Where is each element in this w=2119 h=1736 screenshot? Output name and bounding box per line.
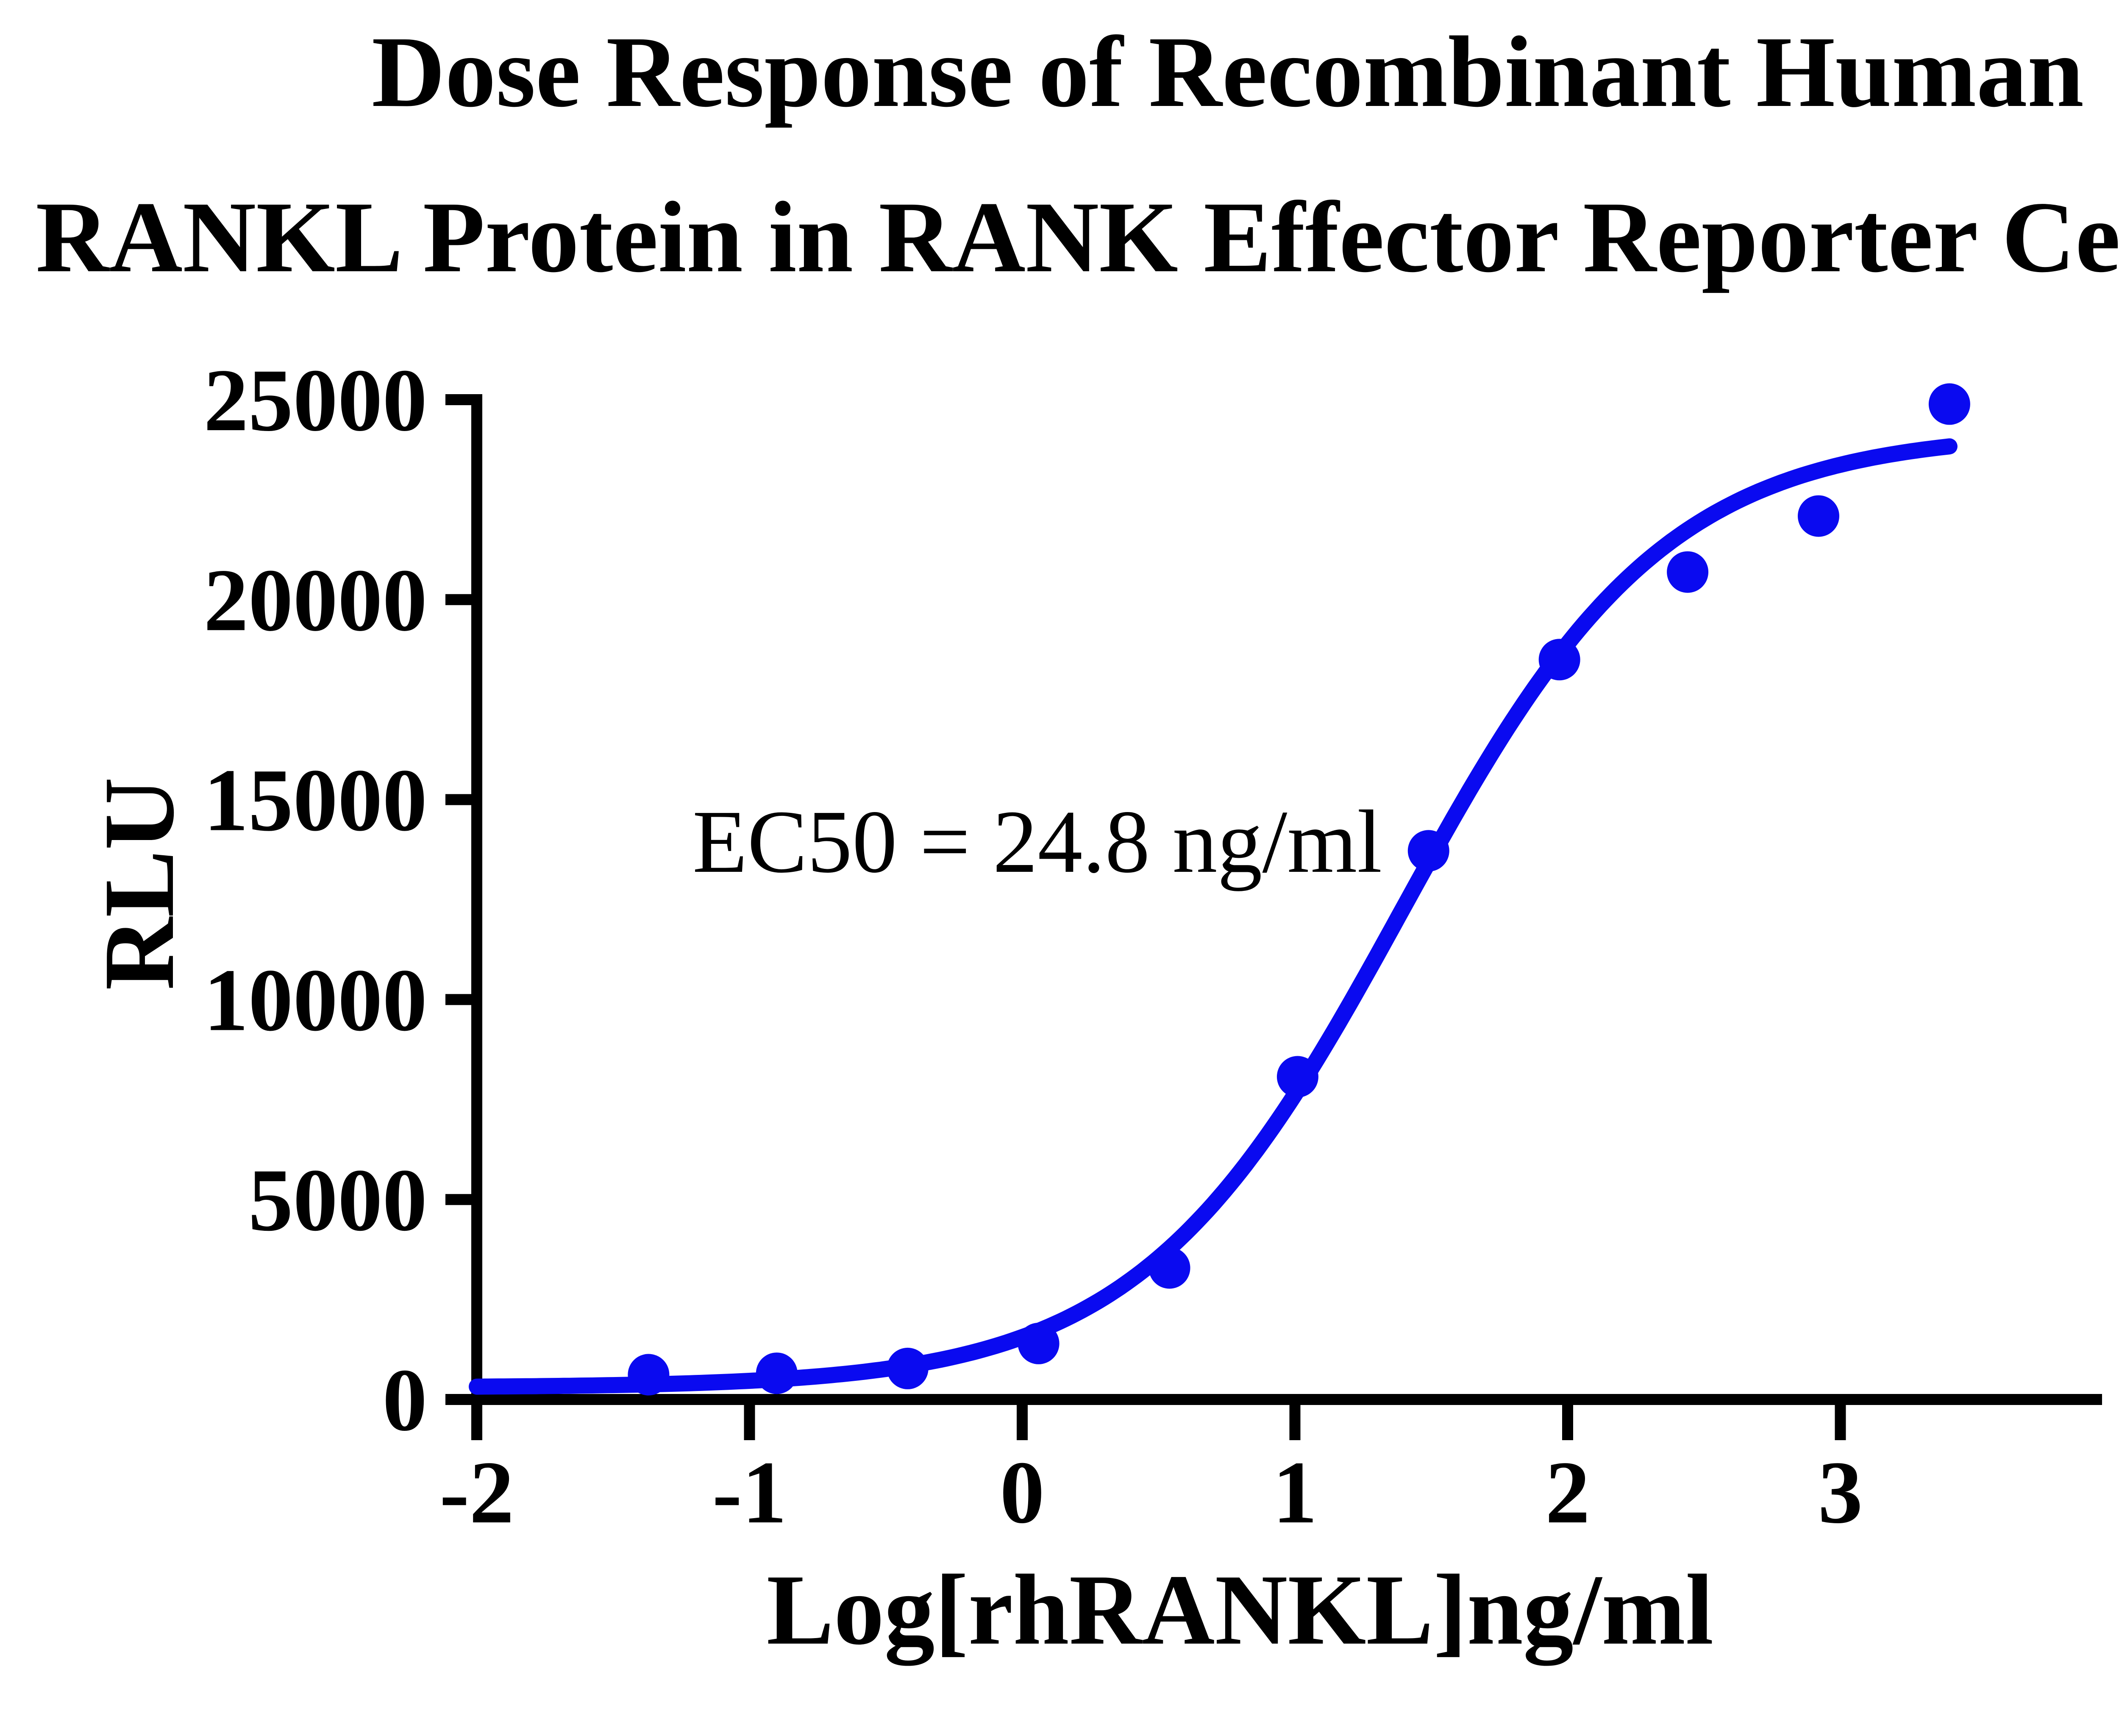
data-point xyxy=(628,1354,670,1396)
data-points-series xyxy=(628,383,1970,1396)
fit-curve xyxy=(469,438,1958,1395)
data-point xyxy=(1148,1247,1190,1289)
x-tick-label: 1 xyxy=(1273,1443,1318,1542)
y-tick-label: 20000 xyxy=(204,551,428,650)
x-axis-label: Log[rhRANKL]ng/ml xyxy=(767,1554,1714,1666)
y-tick-label: 0 xyxy=(383,1350,428,1449)
x-tick-label: 0 xyxy=(1000,1443,1045,1542)
chart-title-line2: RANKL Protein in RANK Effector Reporter … xyxy=(36,181,2119,293)
y-tick-label: 15000 xyxy=(204,751,428,850)
data-point xyxy=(1667,551,1709,593)
data-point xyxy=(1798,495,1839,537)
ec50-annotation: EC50 = 24.8 ng/ml xyxy=(692,792,1382,891)
data-point xyxy=(887,1347,929,1389)
data-point xyxy=(1276,1056,1318,1098)
x-tick-labels: -2 -1 0 1 2 3 xyxy=(439,1443,1863,1542)
x-tick-label: -1 xyxy=(712,1443,787,1542)
chart-title-line1: Dose Response of Recombinant Human xyxy=(372,15,2084,128)
y-tick-label: 25000 xyxy=(204,351,428,450)
y-tick-label: 5000 xyxy=(248,1150,427,1249)
axes xyxy=(445,394,2102,1440)
data-point xyxy=(756,1352,798,1394)
x-tick-label: -2 xyxy=(439,1443,514,1542)
y-axis-label: RLU xyxy=(83,777,195,990)
y-tick-labels: 0 5000 10000 15000 20000 25000 xyxy=(204,351,428,1449)
data-point xyxy=(1928,383,1970,425)
y-tick-label: 10000 xyxy=(204,950,428,1049)
data-point xyxy=(1407,830,1449,872)
data-point xyxy=(1018,1322,1060,1364)
data-point xyxy=(1538,639,1580,681)
x-tick-label: 2 xyxy=(1545,1443,1590,1542)
x-tick-label: 3 xyxy=(1818,1443,1863,1542)
